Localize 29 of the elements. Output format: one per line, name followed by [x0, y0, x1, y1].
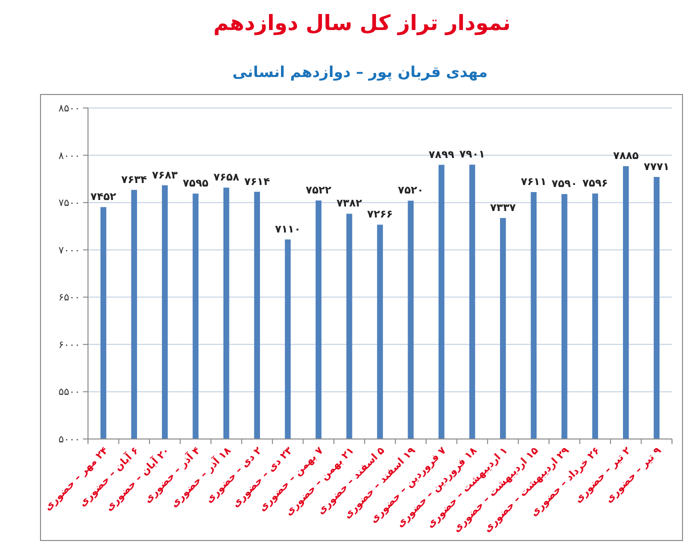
data-label: ۷۳۳۷: [490, 202, 516, 214]
y-tick-label: ۸۵۰۰: [58, 104, 80, 114]
data-label: ۷۶۸۳: [152, 169, 178, 182]
chart-title: نمودار تراز کل سال دوازدهم: [213, 11, 511, 36]
data-label: ۷۶۳۴: [121, 174, 148, 186]
y-tick-label: ۶۰۰۰: [58, 340, 80, 351]
data-label: ۷۵۲۲: [306, 184, 332, 196]
data-label: ۷۶۱۱: [520, 176, 547, 188]
data-label: ۷۸۸۵: [613, 150, 640, 162]
y-tick-label: ۸۰۰۰: [58, 150, 80, 162]
chart-subtitle: مهدی قربان پور – دوازدهم انسانی: [232, 63, 488, 81]
data-label: ۷۸۹۹: [428, 148, 455, 161]
data-label: ۷۵۹۶: [582, 177, 608, 190]
y-tick-label: ۵۵۰۰: [58, 387, 80, 398]
y-tick-label: ۷۰۰۰: [58, 245, 80, 256]
y-tick-label: ۶۵۰۰: [58, 292, 80, 304]
data-label: ۷۷۷۱: [644, 160, 670, 173]
data-label: ۷۵۹۵: [182, 178, 209, 190]
data-label: ۷۵۲۰: [398, 184, 424, 197]
y-tick-label: ۵۰۰۰: [58, 434, 80, 446]
data-label: ۷۱۱۰: [274, 223, 301, 236]
data-label: ۷۳۸۲: [336, 198, 363, 210]
data-label: ۷۶۵۸: [213, 172, 240, 184]
data-label: ۷۲۶۶: [367, 208, 393, 221]
data-label: ۷۶۱۴: [244, 176, 270, 188]
data-label: ۷۹۰۱: [459, 148, 486, 161]
data-label: ۷۴۵۲: [90, 191, 117, 204]
y-tick-label: ۷۵۰۰: [58, 198, 80, 210]
data-label: ۷۵۹۰: [552, 178, 578, 190]
